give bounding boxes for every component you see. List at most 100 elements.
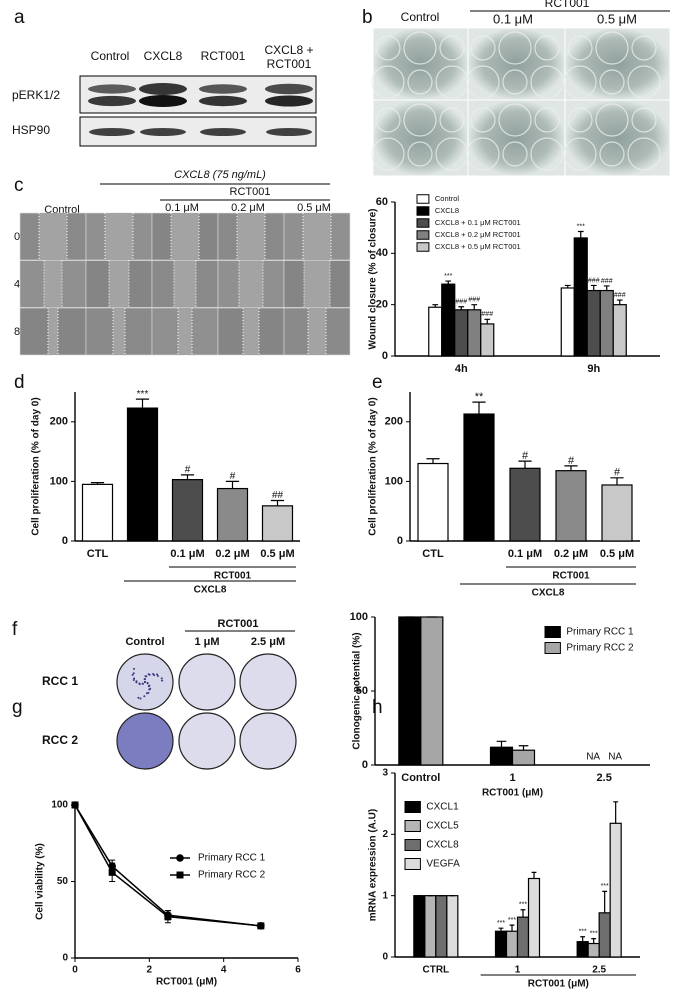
error-bar bbox=[458, 306, 465, 310]
bar bbox=[527, 877, 541, 958]
y-axis-label: Cell proliferation (% of day 0) bbox=[31, 397, 42, 535]
series-line bbox=[74, 804, 261, 927]
legend-swatch bbox=[416, 242, 430, 252]
error-bar bbox=[564, 465, 578, 471]
y-tick-label: 100 bbox=[350, 611, 368, 623]
colony bbox=[133, 667, 136, 670]
significance-label: # bbox=[185, 464, 191, 475]
y-tick-label: 0 bbox=[62, 953, 68, 964]
column-label: 0.5 μM bbox=[597, 11, 637, 26]
micrograph-detail bbox=[407, 141, 433, 167]
micrograph-detail bbox=[563, 65, 597, 99]
y-tick-label: 0 bbox=[62, 535, 68, 547]
micrograph-detail bbox=[466, 65, 500, 99]
bar bbox=[413, 895, 426, 958]
significance-label: ## bbox=[272, 490, 284, 501]
micrograph-detail bbox=[498, 31, 532, 65]
column-label: 0.1 μM bbox=[165, 202, 199, 214]
legend-swatch bbox=[404, 858, 421, 870]
bar bbox=[599, 289, 614, 357]
colony bbox=[153, 674, 156, 677]
micrograph-detail bbox=[567, 35, 593, 61]
legend-label: CXCL1 bbox=[426, 802, 459, 813]
x-tick-label: 0.2 μM bbox=[554, 548, 588, 560]
micrograph-detail bbox=[530, 65, 564, 99]
bar bbox=[555, 470, 587, 542]
x-tick-label: 4h bbox=[455, 363, 468, 375]
bar bbox=[598, 912, 611, 958]
micrograph-detail bbox=[403, 103, 437, 137]
x-tick-label: 0.5 μM bbox=[260, 548, 294, 560]
bar bbox=[467, 309, 482, 357]
colony bbox=[147, 685, 150, 688]
x-axis-label: RCT001 (μM) bbox=[482, 788, 543, 799]
bar bbox=[509, 467, 541, 542]
colony bbox=[147, 691, 150, 694]
legend-swatch bbox=[404, 801, 421, 813]
bar bbox=[81, 483, 114, 542]
wound-gap bbox=[237, 213, 265, 260]
legend-swatch bbox=[416, 206, 430, 216]
y-tick-label: 200 bbox=[50, 416, 68, 428]
x-tick-label: 0 bbox=[72, 965, 78, 976]
wound-gap bbox=[178, 308, 192, 355]
colony bbox=[135, 680, 138, 683]
wound-gap bbox=[243, 308, 259, 355]
error-bar bbox=[531, 871, 537, 879]
bar bbox=[586, 289, 601, 357]
blot-band bbox=[139, 95, 187, 107]
micrograph-detail bbox=[466, 137, 500, 171]
error-bar bbox=[225, 480, 240, 489]
significance-label: # bbox=[230, 471, 236, 482]
micrograph-detail bbox=[439, 35, 465, 61]
bar bbox=[261, 505, 294, 542]
wound-gap bbox=[171, 213, 199, 260]
column-label: 1 μM bbox=[194, 636, 219, 648]
error-bar bbox=[472, 401, 486, 415]
bar bbox=[511, 749, 536, 766]
y-tick-label: 0 bbox=[382, 350, 388, 362]
wound-gap bbox=[308, 308, 326, 355]
micrograph-detail bbox=[567, 107, 593, 133]
micrograph-detail bbox=[375, 35, 401, 61]
legend-swatch bbox=[416, 194, 430, 204]
legend-label: CXCL5 bbox=[426, 821, 459, 832]
bar bbox=[424, 895, 437, 958]
micrograph-detail bbox=[407, 69, 433, 95]
bar bbox=[463, 413, 495, 542]
blot-band bbox=[266, 128, 312, 136]
colony bbox=[161, 679, 164, 682]
micrograph-detail bbox=[403, 31, 437, 65]
colony bbox=[132, 672, 135, 675]
group-label: RCT001 bbox=[230, 186, 271, 198]
x-tick-label: 0.1 μM bbox=[170, 548, 204, 560]
error-bar bbox=[564, 284, 571, 288]
legend-label: Primary RCC 1 bbox=[566, 627, 634, 638]
row-label: RCC 2 bbox=[42, 733, 78, 747]
micrograph-detail bbox=[631, 107, 657, 133]
blot-column-label: Control bbox=[91, 49, 130, 63]
panel-letter: f bbox=[12, 619, 18, 640]
legend-label: Control bbox=[435, 194, 460, 203]
micrograph-detail bbox=[627, 137, 661, 171]
column-label: 2.5 μM bbox=[251, 636, 285, 648]
micrograph-detail bbox=[534, 35, 560, 61]
legend-marker bbox=[176, 854, 184, 862]
x-tick-label: 1 bbox=[509, 772, 515, 784]
error-bar bbox=[580, 936, 586, 942]
error-bar bbox=[445, 280, 452, 285]
significance-label: # bbox=[522, 450, 529, 462]
bar bbox=[417, 462, 449, 542]
wound-gap bbox=[44, 260, 62, 308]
legend-swatch bbox=[544, 642, 561, 654]
legend-swatch bbox=[416, 218, 430, 228]
wound-gap bbox=[109, 260, 129, 308]
y-tick-label: 1 bbox=[382, 890, 388, 901]
significance-label: ### bbox=[601, 278, 613, 285]
significance-label: *** bbox=[497, 920, 505, 927]
value-label: NA bbox=[586, 752, 600, 763]
blot-band bbox=[139, 83, 187, 95]
micrograph-detail bbox=[631, 35, 657, 61]
colony bbox=[138, 682, 141, 685]
